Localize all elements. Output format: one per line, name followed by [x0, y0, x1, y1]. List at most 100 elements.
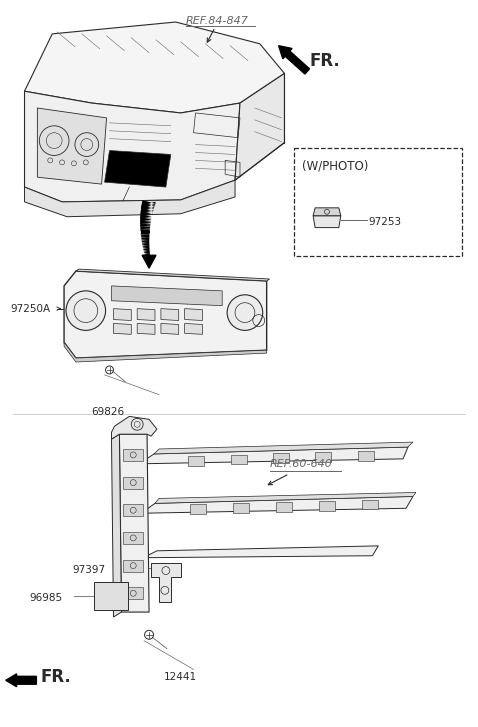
Polygon shape	[319, 501, 335, 510]
Polygon shape	[154, 442, 413, 454]
Polygon shape	[142, 244, 149, 246]
Polygon shape	[142, 200, 156, 205]
Polygon shape	[123, 477, 143, 489]
Polygon shape	[141, 204, 155, 208]
Polygon shape	[64, 342, 267, 362]
Polygon shape	[140, 223, 151, 225]
Polygon shape	[140, 226, 150, 228]
Polygon shape	[141, 228, 150, 230]
Polygon shape	[161, 324, 179, 334]
Polygon shape	[123, 532, 143, 544]
Polygon shape	[141, 209, 153, 212]
Text: 97397: 97397	[72, 565, 105, 574]
Polygon shape	[141, 236, 149, 238]
Text: 97253: 97253	[369, 217, 402, 227]
Polygon shape	[141, 212, 152, 215]
Polygon shape	[231, 454, 247, 465]
Polygon shape	[155, 492, 416, 503]
Polygon shape	[24, 180, 235, 217]
Polygon shape	[94, 582, 128, 610]
Text: 97250A: 97250A	[11, 304, 51, 313]
Polygon shape	[144, 253, 150, 256]
Polygon shape	[141, 233, 150, 235]
Polygon shape	[111, 434, 121, 617]
Polygon shape	[141, 230, 150, 231]
Text: REF.84-847: REF.84-847	[185, 16, 249, 26]
Polygon shape	[146, 260, 151, 262]
Polygon shape	[141, 205, 154, 209]
FancyArrow shape	[6, 674, 36, 687]
Polygon shape	[143, 246, 150, 249]
Text: 96985: 96985	[30, 593, 63, 603]
Text: REF.60-640: REF.60-640	[270, 459, 333, 469]
Circle shape	[227, 295, 263, 330]
Polygon shape	[235, 73, 284, 180]
Polygon shape	[113, 309, 131, 321]
Polygon shape	[144, 252, 150, 254]
Polygon shape	[151, 563, 181, 602]
Polygon shape	[113, 324, 131, 334]
Polygon shape	[76, 269, 270, 281]
Polygon shape	[143, 248, 150, 251]
Polygon shape	[141, 497, 413, 513]
Polygon shape	[141, 241, 149, 243]
Polygon shape	[161, 309, 179, 321]
Polygon shape	[111, 286, 222, 305]
Text: (W/PHOTO): (W/PHOTO)	[302, 159, 369, 172]
Polygon shape	[315, 452, 331, 462]
Text: 12441: 12441	[164, 672, 197, 683]
Text: FR.: FR.	[309, 52, 340, 70]
Polygon shape	[141, 215, 152, 218]
Polygon shape	[140, 217, 152, 220]
Polygon shape	[143, 546, 379, 558]
Polygon shape	[140, 225, 150, 227]
Polygon shape	[145, 256, 151, 259]
Polygon shape	[64, 271, 267, 358]
Text: 69826: 69826	[92, 407, 125, 417]
Polygon shape	[105, 150, 171, 187]
Polygon shape	[233, 503, 249, 513]
Circle shape	[66, 291, 106, 330]
Polygon shape	[123, 505, 143, 516]
Polygon shape	[24, 22, 284, 113]
FancyArrow shape	[279, 46, 310, 74]
Polygon shape	[313, 216, 341, 228]
Polygon shape	[146, 258, 151, 260]
Polygon shape	[141, 206, 154, 211]
Polygon shape	[143, 250, 150, 252]
Polygon shape	[123, 560, 143, 571]
Polygon shape	[141, 210, 153, 214]
Polygon shape	[147, 261, 151, 264]
Polygon shape	[111, 417, 157, 439]
Polygon shape	[141, 202, 155, 206]
Polygon shape	[123, 449, 143, 461]
Polygon shape	[141, 237, 149, 239]
Polygon shape	[313, 208, 341, 216]
Polygon shape	[123, 587, 143, 599]
Polygon shape	[358, 451, 374, 461]
Polygon shape	[185, 324, 202, 334]
Text: FR.: FR.	[40, 668, 71, 686]
Polygon shape	[141, 239, 149, 241]
Polygon shape	[139, 447, 408, 464]
Polygon shape	[142, 255, 156, 268]
Polygon shape	[273, 454, 289, 463]
Polygon shape	[140, 222, 151, 224]
Polygon shape	[185, 309, 202, 321]
Polygon shape	[141, 213, 152, 217]
Polygon shape	[24, 91, 240, 202]
Polygon shape	[188, 456, 204, 465]
Polygon shape	[137, 324, 155, 334]
Polygon shape	[362, 499, 378, 510]
Polygon shape	[145, 254, 150, 257]
Polygon shape	[140, 220, 151, 222]
Polygon shape	[142, 242, 149, 244]
Polygon shape	[141, 234, 150, 236]
Polygon shape	[276, 502, 292, 512]
Polygon shape	[120, 434, 149, 612]
Polygon shape	[142, 245, 150, 247]
Polygon shape	[141, 231, 150, 233]
Polygon shape	[137, 309, 155, 321]
Polygon shape	[37, 108, 107, 184]
Polygon shape	[140, 218, 152, 221]
